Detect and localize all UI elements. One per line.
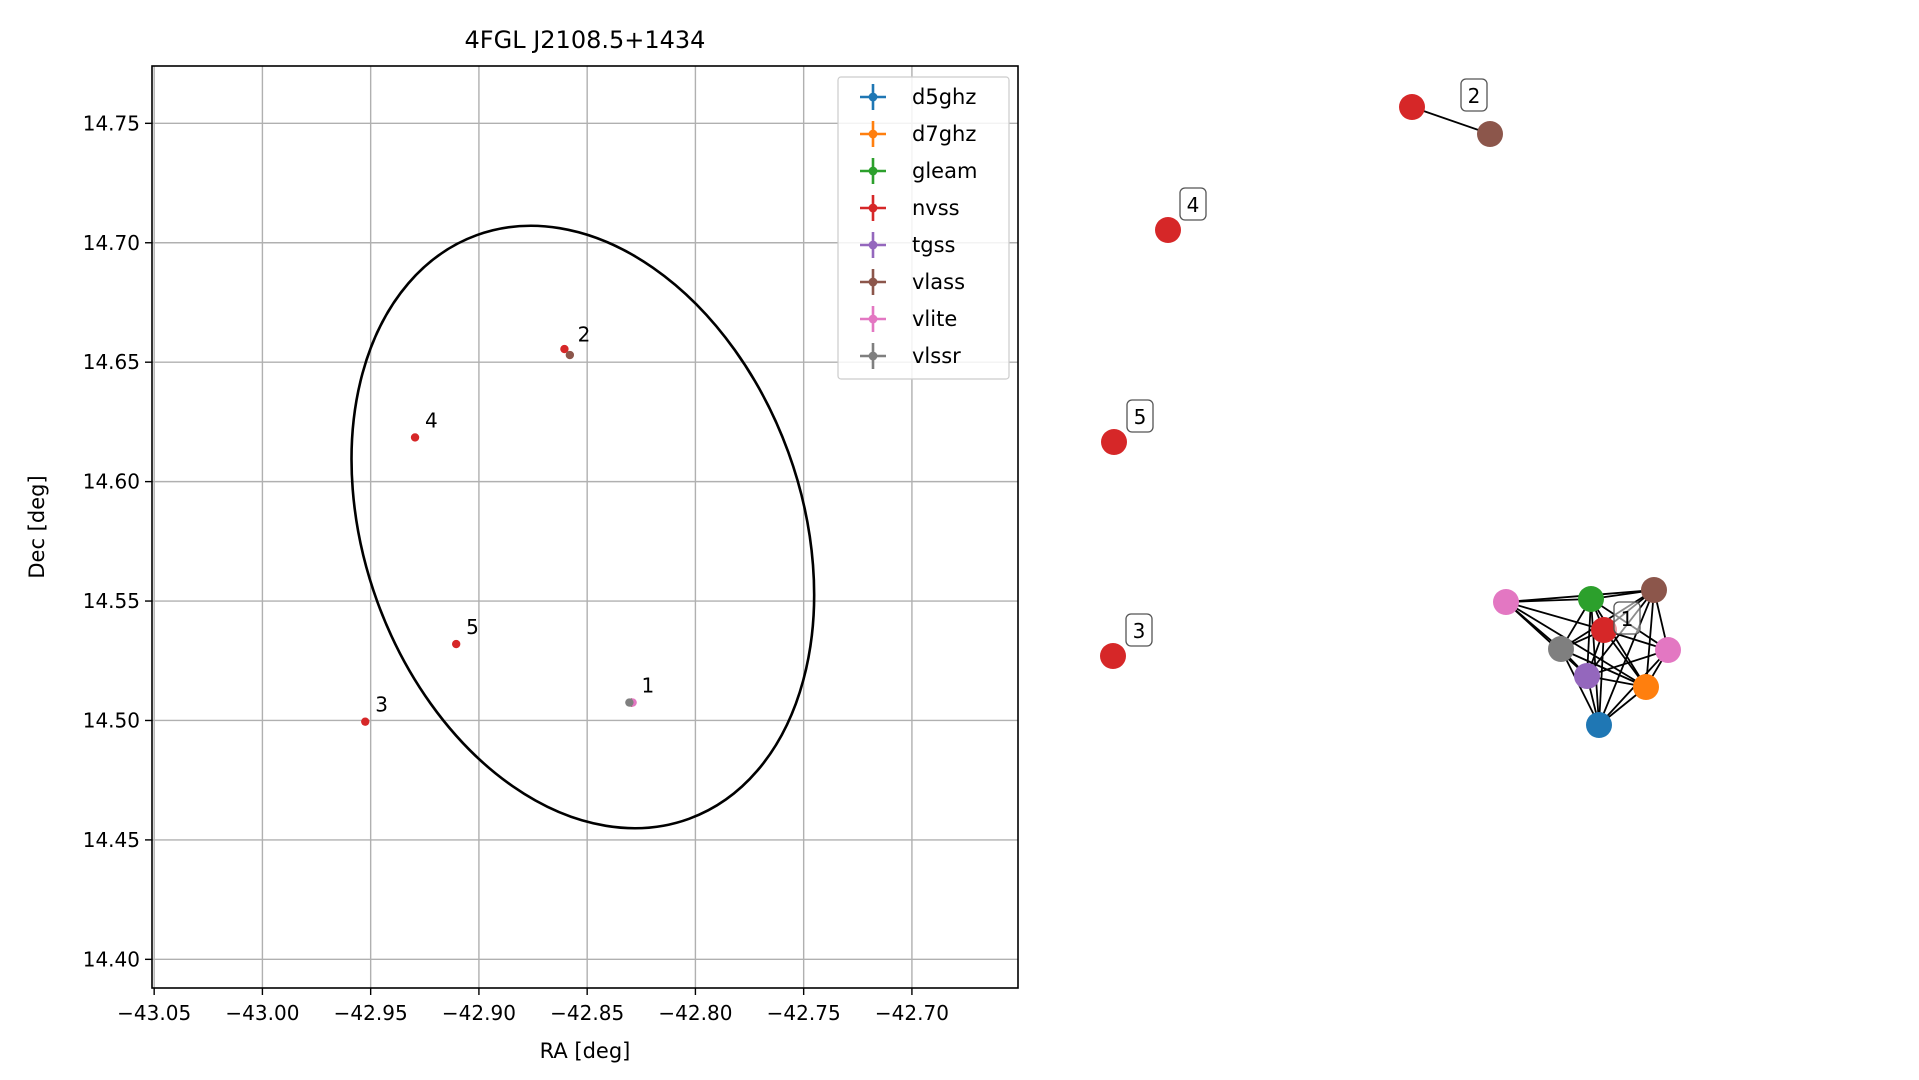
plot-frame bbox=[151, 65, 1019, 989]
legend-label: gleam bbox=[912, 159, 977, 183]
network-node-vlssr bbox=[1548, 636, 1574, 662]
network-node-gleam bbox=[1578, 586, 1604, 612]
uncertainty-ellipse bbox=[350, 224, 816, 830]
y-tick-label: 14.40 bbox=[83, 947, 140, 971]
x-tick-label: −42.90 bbox=[442, 1001, 516, 1025]
network-node-d7ghz bbox=[1633, 674, 1659, 700]
network-edge bbox=[1505, 601, 1605, 631]
network-label-box bbox=[1460, 78, 1488, 112]
point-label: 4 bbox=[425, 408, 438, 432]
x-axis-ticks: −43.05 −43.00 −42.95 −42.90 −42.85 −42.80 −42.… bbox=[117, 988, 949, 1025]
point-label: 1 bbox=[642, 674, 655, 698]
network-node-vlite_b bbox=[1655, 637, 1681, 663]
point-vlssr bbox=[625, 698, 634, 707]
point-label: 2 bbox=[578, 322, 591, 346]
point-nvss bbox=[451, 639, 461, 649]
network-label: 3 bbox=[1133, 619, 1146, 643]
legend-marker-dot bbox=[868, 129, 878, 139]
legend-marker-dot bbox=[868, 166, 878, 176]
x-tick-label: −42.75 bbox=[767, 1001, 841, 1025]
points bbox=[361, 344, 637, 726]
network-nodes bbox=[1100, 94, 1681, 738]
legend-label: nvss bbox=[912, 196, 960, 220]
x-tick-label: −42.95 bbox=[334, 1001, 408, 1025]
y-tick-label: 14.70 bbox=[83, 231, 140, 255]
x-tick-label: −42.70 bbox=[875, 1001, 949, 1025]
x-axis-label: RA [deg] bbox=[540, 1039, 631, 1063]
uncertainty-ellipse-layer bbox=[350, 224, 816, 830]
network-node-nvss bbox=[1399, 94, 1425, 120]
network-edge bbox=[1560, 648, 1600, 726]
y-axis-ticks: 14.40 14.45 14.50 14.55 14.60 14.65 14.70 14.75 bbox=[83, 111, 152, 971]
legend-label: d5ghz bbox=[912, 85, 976, 109]
network-label-box bbox=[1125, 613, 1153, 647]
y-tick-label: 14.50 bbox=[83, 708, 140, 732]
point-label: 5 bbox=[466, 615, 479, 639]
point-labels: 1 2 3 4 5 bbox=[375, 322, 654, 716]
network-edge bbox=[1411, 106, 1491, 135]
x-tick-label: −42.85 bbox=[550, 1001, 624, 1025]
network-label-box bbox=[1179, 187, 1207, 221]
legend-marker-dot bbox=[868, 203, 878, 213]
network-edge bbox=[1586, 649, 1669, 677]
y-tick-label: 14.55 bbox=[83, 589, 140, 613]
network-node-nvss bbox=[1100, 643, 1126, 669]
point-vlass bbox=[565, 350, 575, 360]
network-label-box bbox=[1613, 601, 1641, 635]
legend: d5ghz d7ghz gleam nvss tgss vlass vlite vlssr bbox=[837, 76, 1010, 380]
network-edge bbox=[1560, 648, 1647, 688]
network-node-vlite_a bbox=[1493, 589, 1519, 615]
legend-marker-dot bbox=[868, 240, 878, 250]
network-node-nvss bbox=[1591, 617, 1617, 643]
y-axis-label: Dec [deg] bbox=[25, 475, 49, 578]
chart-title: 4FGL J2108.5+1434 bbox=[465, 26, 706, 54]
point-label: 3 bbox=[375, 693, 388, 717]
y-tick-label: 14.75 bbox=[83, 111, 140, 135]
legend-label: vlass bbox=[912, 270, 965, 294]
legend-label: d7ghz bbox=[912, 122, 976, 146]
point-nvss bbox=[410, 433, 420, 442]
point-nvss bbox=[560, 344, 569, 354]
network-label-box bbox=[1126, 399, 1154, 433]
network-node-nvss bbox=[1101, 429, 1127, 455]
y-tick-label: 14.60 bbox=[83, 470, 140, 494]
x-tick-label: −42.80 bbox=[658, 1001, 732, 1025]
legend-marker-dot bbox=[868, 351, 878, 361]
legend-marker-dot bbox=[868, 92, 878, 102]
network-label: 2 bbox=[1468, 84, 1481, 108]
x-tick-label: −43.05 bbox=[117, 1001, 191, 1025]
network-edge bbox=[1598, 629, 1605, 726]
legend-label: vlite bbox=[912, 307, 957, 331]
network-panel: 1 2 3 4 5 bbox=[1100, 78, 1681, 738]
network-node-vlass bbox=[1641, 577, 1667, 603]
network-edge bbox=[1598, 589, 1655, 726]
network-edge bbox=[1505, 601, 1647, 688]
legend-label: tgss bbox=[912, 233, 955, 257]
legend-label: vlssr bbox=[912, 344, 961, 368]
network-node-d5ghz bbox=[1586, 712, 1612, 738]
legend-marker-dot bbox=[868, 277, 878, 287]
network-edge bbox=[1590, 598, 1647, 688]
scatter-panel: 1 2 3 4 5 −43.05 −43.00 −42.95 −42.90 −42.85 −42.… bbox=[25, 26, 1019, 1063]
network-node-vlass bbox=[1477, 121, 1503, 147]
x-tick-label: −43.00 bbox=[225, 1001, 299, 1025]
network-label: 1 bbox=[1621, 607, 1634, 631]
network-edge bbox=[1590, 598, 1600, 726]
network-label: 5 bbox=[1134, 405, 1147, 429]
point-nvss bbox=[361, 717, 370, 726]
legend-marker-dot bbox=[868, 314, 878, 324]
network-node-tgss bbox=[1574, 663, 1600, 689]
legend-box bbox=[837, 76, 1010, 380]
network-label: 4 bbox=[1187, 193, 1200, 217]
network-node-nvss bbox=[1155, 217, 1181, 243]
y-tick-label: 14.45 bbox=[83, 828, 140, 852]
network-labels: 1 2 3 4 5 bbox=[1125, 78, 1641, 647]
y-tick-label: 14.65 bbox=[83, 350, 140, 374]
